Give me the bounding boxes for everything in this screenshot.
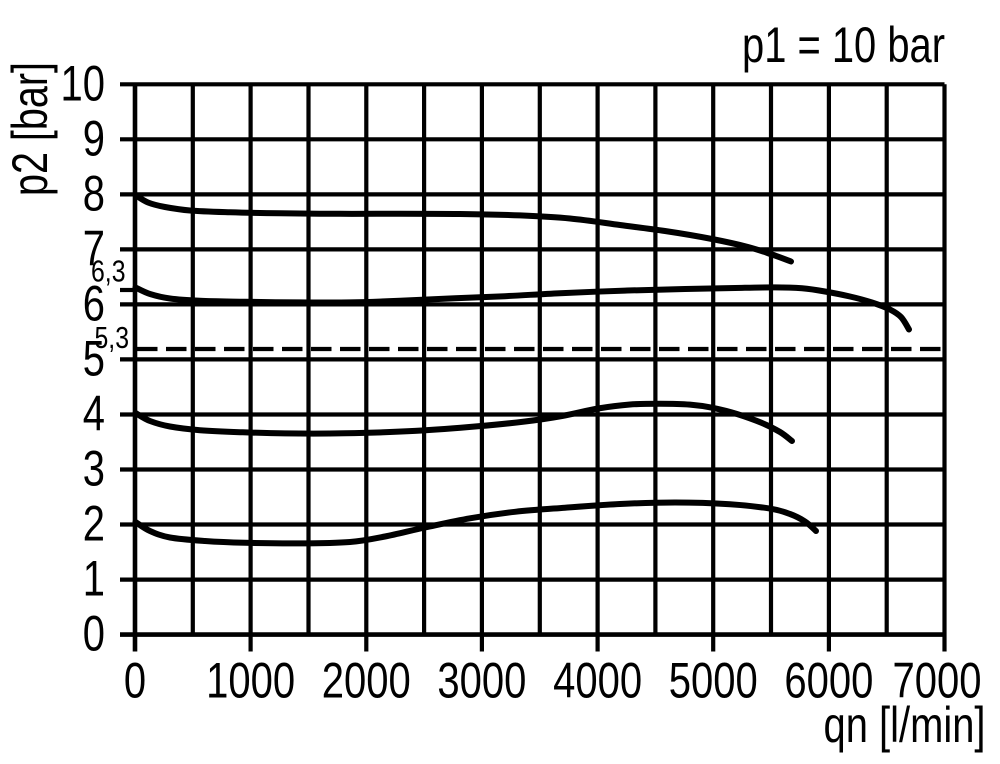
svg-text:2: 2 <box>83 496 105 552</box>
svg-text:1000: 1000 <box>206 653 295 709</box>
svg-text:5: 5 <box>83 330 105 386</box>
svg-text:0: 0 <box>124 653 146 709</box>
svg-text:9: 9 <box>83 110 105 166</box>
svg-text:p1 = 10 bar: p1 = 10 bar <box>742 17 945 73</box>
svg-text:1: 1 <box>83 551 105 607</box>
svg-text:0: 0 <box>83 606 105 662</box>
svg-text:3: 3 <box>83 441 105 497</box>
svg-text:3000: 3000 <box>437 653 526 709</box>
svg-text:5,3: 5,3 <box>95 320 130 355</box>
svg-text:7: 7 <box>83 220 105 276</box>
svg-text:7000: 7000 <box>893 653 982 709</box>
svg-text:5000: 5000 <box>669 653 758 709</box>
svg-text:6: 6 <box>83 275 105 331</box>
svg-text:8: 8 <box>83 165 105 221</box>
svg-text:6000: 6000 <box>784 653 873 709</box>
svg-text:qn [l/min]: qn [l/min] <box>824 697 986 753</box>
svg-text:4000: 4000 <box>553 653 642 709</box>
svg-text:4: 4 <box>83 386 105 442</box>
svg-text:6,3: 6,3 <box>91 254 126 289</box>
svg-text:10: 10 <box>61 55 106 111</box>
svg-text:2000: 2000 <box>322 653 411 709</box>
svg-text:p2 [bar]: p2 [bar] <box>2 62 58 196</box>
